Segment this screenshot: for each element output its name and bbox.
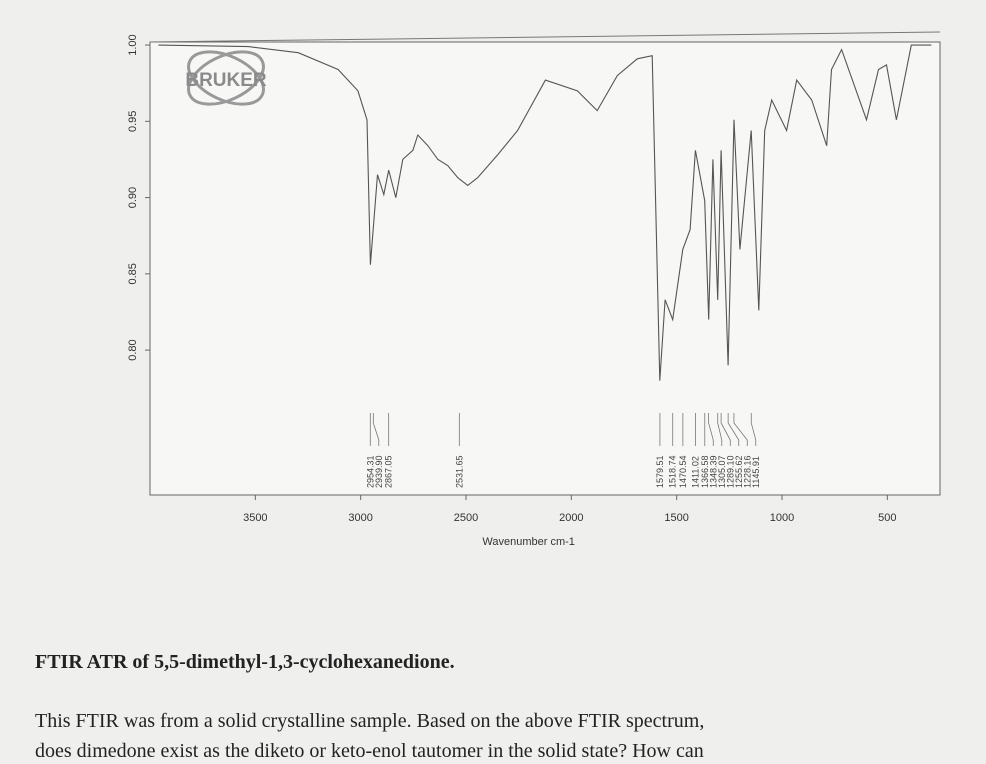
- peak-label: 1411.02: [690, 456, 700, 488]
- peak-leader: [708, 413, 714, 446]
- peak-label: 2867.05: [384, 455, 394, 488]
- y-tick-label: 0.95: [127, 111, 139, 132]
- peak-label: 2954.31: [365, 455, 375, 488]
- x-tick-label: 1500: [664, 512, 688, 524]
- y-tick-label: 0.85: [127, 263, 139, 284]
- plot-frame: [149, 41, 941, 496]
- paragraph-line: does dimedone exist as the diketo or ket…: [35, 740, 704, 762]
- peak-label: 1579.51: [655, 455, 665, 488]
- y-tick-label: 0.80: [127, 339, 139, 360]
- logo-text: BRUKER: [185, 70, 267, 91]
- peak-label: 1289.10: [725, 455, 735, 488]
- reference-line: [149, 31, 941, 43]
- peak-label: 1348.39: [708, 455, 718, 488]
- peak-label: 1255.62: [734, 455, 744, 488]
- x-tick-label: 2500: [454, 512, 478, 524]
- logo-orbit: [187, 50, 265, 106]
- peak-leader: [720, 413, 731, 446]
- peak-label: 2531.65: [454, 455, 464, 488]
- x-axis-label: Wavenumber cm-1: [482, 536, 575, 548]
- peak-leader: [372, 413, 380, 446]
- peak-label: 1470.54: [678, 455, 688, 488]
- x-tick-label: 3500: [243, 512, 267, 524]
- logo-orbit: [187, 50, 265, 106]
- peak-leader: [733, 413, 748, 446]
- logo: BRUKER: [185, 50, 267, 106]
- spectrum-line: [158, 44, 932, 381]
- peak-leader: [750, 413, 757, 446]
- paragraph-line: This FTIR was from a solid crystalline s…: [35, 710, 704, 732]
- heading: FTIR ATR of 5,5-dimethyl-1,3-cyclohexane…: [35, 651, 455, 673]
- peak-leader: [727, 413, 740, 446]
- peak-label: 1228.16: [742, 455, 752, 488]
- x-tick-label: 2000: [559, 512, 583, 524]
- peak-label: 1305.07: [717, 455, 727, 488]
- x-tick-label: 1000: [770, 512, 794, 524]
- y-tick-label: 1.00: [127, 34, 139, 55]
- peak-leader: [717, 413, 723, 446]
- peak-label: 1518.74: [668, 455, 678, 488]
- peak-label: 2939.90: [374, 455, 384, 488]
- peak-label: 1145.91: [751, 456, 761, 488]
- peak-label: 1366.58: [700, 455, 710, 488]
- y-tick-label: 0.90: [127, 187, 139, 208]
- x-tick-label: 3000: [348, 512, 372, 524]
- x-tick-label: 500: [878, 512, 896, 524]
